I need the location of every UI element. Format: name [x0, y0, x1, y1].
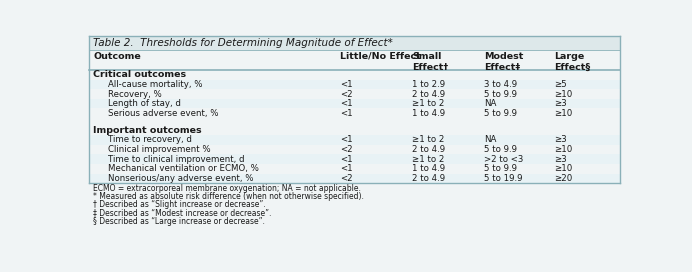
Text: 5 to 19.9: 5 to 19.9 [484, 174, 522, 183]
Text: <1: <1 [340, 164, 353, 173]
Bar [89, 164, 620, 174]
Text: ≥1 to 2: ≥1 to 2 [412, 99, 444, 108]
Text: All-cause mortality, %: All-cause mortality, % [108, 80, 202, 89]
Text: <2: <2 [340, 89, 353, 98]
Text: Modest
Effect‡: Modest Effect‡ [484, 52, 523, 72]
Text: <1: <1 [340, 135, 353, 144]
Text: Mechanical ventilation or ECMO, %: Mechanical ventilation or ECMO, % [108, 164, 259, 173]
Text: Table 2.  Thresholds for Determining Magnitude of Effect*: Table 2. Thresholds for Determining Magn… [93, 38, 393, 48]
Text: Clinical improvement %: Clinical improvement % [108, 145, 210, 154]
Text: Outcome: Outcome [93, 52, 141, 61]
Text: ≥10: ≥10 [554, 164, 572, 173]
Text: 2 to 4.9: 2 to 4.9 [412, 89, 445, 98]
Text: Length of stay, d: Length of stay, d [108, 99, 181, 108]
Bar [89, 174, 620, 183]
Bar [89, 50, 620, 70]
Text: ≥1 to 2: ≥1 to 2 [412, 135, 444, 144]
Text: § Described as “Large increase or decrease”.: § Described as “Large increase or decrea… [93, 217, 265, 225]
Bar [89, 154, 620, 164]
Text: Critical outcomes: Critical outcomes [93, 70, 187, 79]
Text: <1: <1 [340, 109, 353, 118]
Text: ‡ Described as “Modest increase or decrease”.: ‡ Described as “Modest increase or decre… [93, 209, 272, 218]
Text: <2: <2 [340, 145, 353, 154]
Text: ≥5: ≥5 [554, 80, 567, 89]
Text: 2 to 4.9: 2 to 4.9 [412, 174, 445, 183]
Text: Large
Effect§: Large Effect§ [554, 52, 590, 72]
Text: 1 to 2.9: 1 to 2.9 [412, 80, 445, 89]
Text: <1: <1 [340, 154, 353, 164]
Text: ≥10: ≥10 [554, 89, 572, 98]
Text: NA: NA [484, 99, 496, 108]
Text: Recovery, %: Recovery, % [108, 89, 161, 98]
Bar [89, 70, 620, 80]
Bar [89, 80, 620, 89]
Bar [89, 99, 620, 109]
Text: ≥3: ≥3 [554, 154, 567, 164]
Text: Time to recovery, d: Time to recovery, d [108, 135, 192, 144]
Bar [89, 118, 620, 125]
Text: <1: <1 [340, 99, 353, 108]
Bar [89, 145, 620, 154]
Text: Serious adverse event, %: Serious adverse event, % [108, 109, 218, 118]
Text: Important outcomes: Important outcomes [93, 126, 202, 135]
Text: ≥20: ≥20 [554, 174, 572, 183]
Text: 5 to 9.9: 5 to 9.9 [484, 145, 517, 154]
Text: 3 to 4.9: 3 to 4.9 [484, 80, 517, 89]
Bar [89, 89, 620, 99]
Text: * Measured as absolute risk difference (when not otherwise specified).: * Measured as absolute risk difference (… [93, 192, 365, 201]
Text: ≥10: ≥10 [554, 109, 572, 118]
Bar [89, 36, 620, 50]
Text: 2 to 4.9: 2 to 4.9 [412, 145, 445, 154]
Text: ECMO = extracorporeal membrane oxygenation; NA = not applicable.: ECMO = extracorporeal membrane oxygenati… [93, 184, 361, 193]
Text: † Described as “Slight increase or decrease”.: † Described as “Slight increase or decre… [93, 200, 266, 209]
Text: Time to clinical improvement, d: Time to clinical improvement, d [108, 154, 244, 164]
Text: Little/No Effect: Little/No Effect [340, 52, 421, 61]
Bar [89, 135, 620, 145]
Text: <1: <1 [340, 80, 353, 89]
Text: Nonserious/any adverse event, %: Nonserious/any adverse event, % [108, 174, 253, 183]
Text: >2 to <3: >2 to <3 [484, 154, 523, 164]
Text: 5 to 9.9: 5 to 9.9 [484, 89, 517, 98]
Text: ≥3: ≥3 [554, 135, 567, 144]
Text: 1 to 4.9: 1 to 4.9 [412, 109, 445, 118]
Text: 5 to 9.9: 5 to 9.9 [484, 164, 517, 173]
Text: 5 to 9.9: 5 to 9.9 [484, 109, 517, 118]
Text: ≥1 to 2: ≥1 to 2 [412, 154, 444, 164]
Text: ≥3: ≥3 [554, 99, 567, 108]
Text: ≥10: ≥10 [554, 145, 572, 154]
Text: <2: <2 [340, 174, 353, 183]
Text: Small
Effect†: Small Effect† [412, 52, 448, 72]
Bar [89, 125, 620, 135]
Text: NA: NA [484, 135, 496, 144]
Bar [89, 109, 620, 118]
Text: 1 to 4.9: 1 to 4.9 [412, 164, 445, 173]
